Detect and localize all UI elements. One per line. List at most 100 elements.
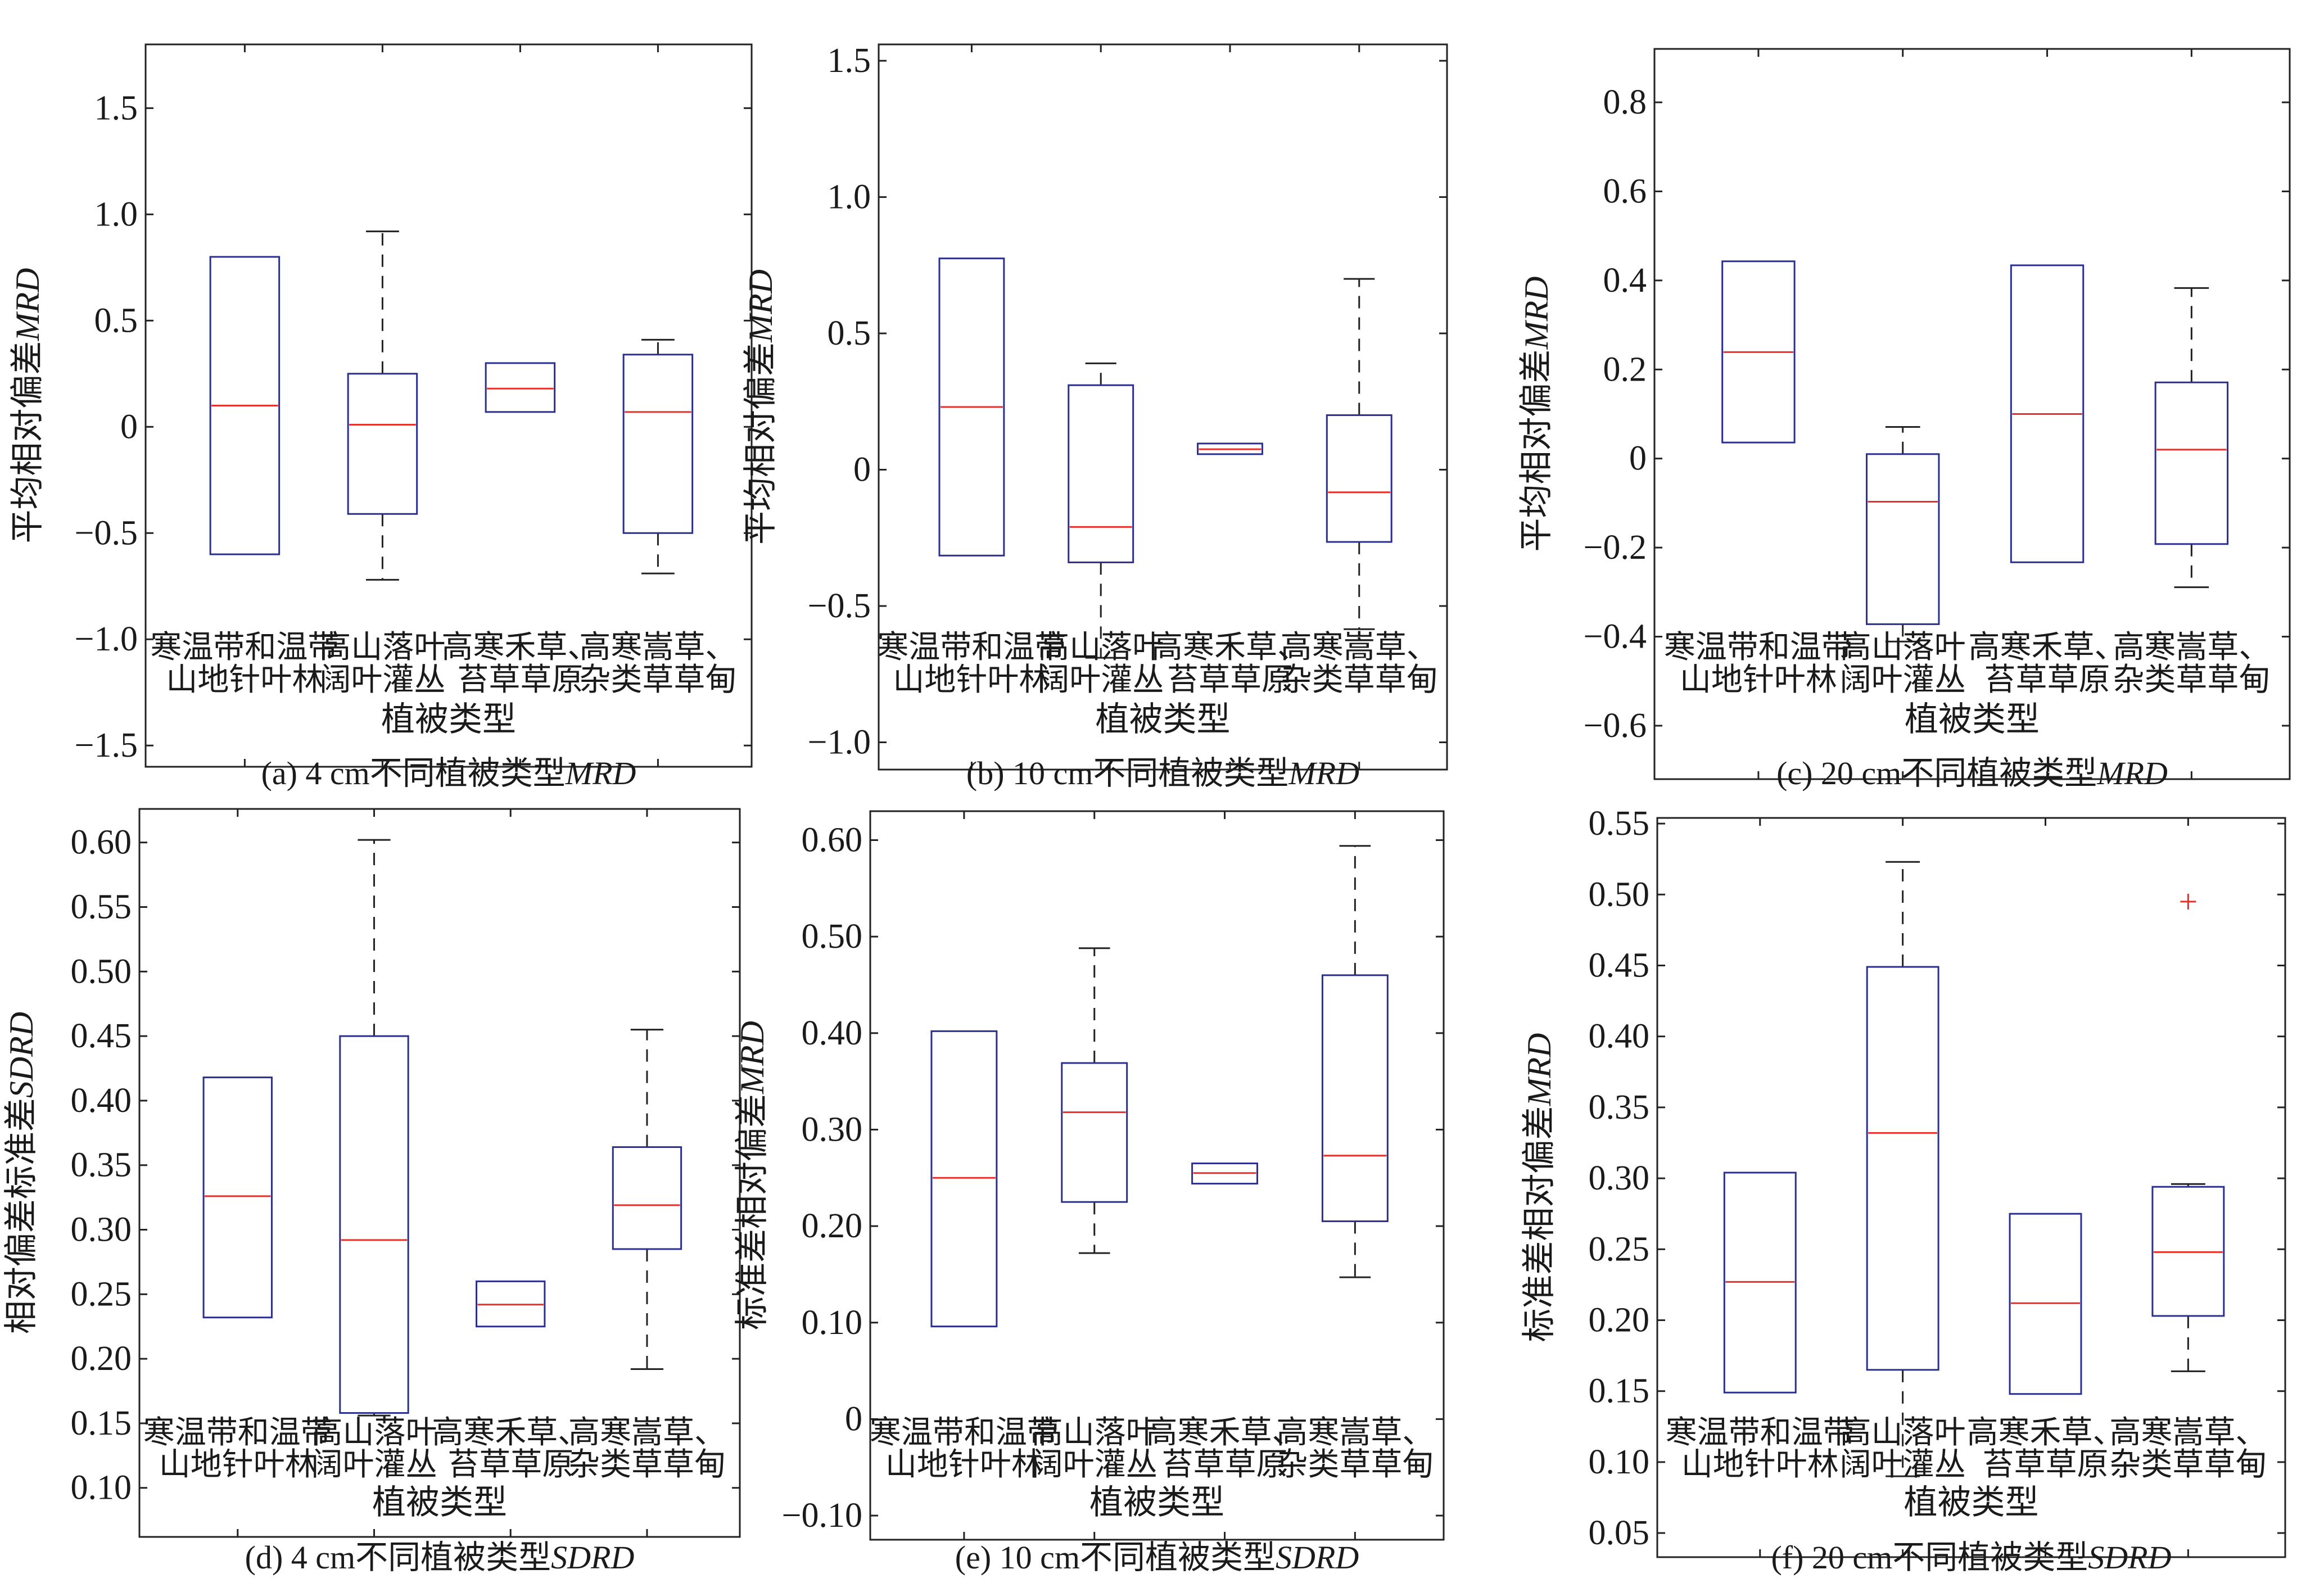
y-axis-label-italic: MRD xyxy=(9,268,46,342)
y-tick-label: −0.4 xyxy=(1584,618,1647,656)
y-axis-label-text: 平均相对偏差 xyxy=(9,341,46,543)
axes-frame xyxy=(1656,817,2286,1558)
x-axis-label: 植被类型 xyxy=(381,701,516,738)
x-category-label: 山地针叶林 xyxy=(159,1448,317,1482)
y-tick-label: 0.15 xyxy=(71,1404,132,1442)
x-category-label: 阔叶灌丛 xyxy=(1840,1448,1966,1482)
y-axis-label-text: 平均相对偏差 xyxy=(1518,349,1555,551)
panel-caption-text: (e) 10 cm不同植被类型 xyxy=(955,1539,1276,1576)
iqr-box xyxy=(1061,1062,1128,1203)
y-axis-label-italic: MRD xyxy=(742,269,779,343)
panel-caption: (b) 10 cm不同植被类型MRD xyxy=(966,755,1359,792)
panel-a: −1.5−1.0−0.500.51.01.5平均相对偏差MRD寒温带和温带山地针… xyxy=(9,43,753,792)
y-axis-label: 相对偏差标准差SDRD xyxy=(3,1012,40,1334)
y-tick-label: 0 xyxy=(120,408,138,446)
y-tick-label: −0.2 xyxy=(1584,528,1647,567)
y-axis-label: 平均相对偏差MRD xyxy=(1518,277,1555,552)
box-4: 高寒嵩草、杂类草草甸 xyxy=(579,44,736,767)
x-category-label: 杂类草草甸 xyxy=(2109,1448,2267,1482)
y-tick-label: 0.2 xyxy=(1603,350,1647,388)
x-category-label: 高山落叶 xyxy=(311,1415,437,1450)
x-category-label: 高寒禾草、 xyxy=(1146,1415,1304,1450)
x-category-label: 苔草草原 xyxy=(1983,1448,2109,1482)
x-category-label: 寒温带和温带 xyxy=(1664,630,1853,665)
y-tick-label: 1.5 xyxy=(94,89,138,127)
panel-e: −0.10 0 0.10 0.20 0.30 0.40 0.50 0.60 标准差相对偏差MRD… xyxy=(734,810,1445,1576)
x-category-label: 高山落叶 xyxy=(1840,1415,1966,1450)
y-axis-label-italic: SDRD xyxy=(3,1012,40,1098)
y-tick-label: 0.10 xyxy=(1589,1443,1650,1481)
y-axis-label-italic: MRD xyxy=(734,1021,771,1094)
x-category-label: 山地针叶林 xyxy=(166,663,323,698)
x-category-label: 阔叶灌丛 xyxy=(1840,663,1966,698)
y-tick-label: 0.35 xyxy=(1589,1088,1650,1127)
box-4: 高寒嵩草、杂类草草甸 xyxy=(568,809,726,1537)
y-tick-label: 0.20 xyxy=(802,1207,863,1245)
x-category-label: 苔草草原 xyxy=(457,663,583,698)
box-4: 高寒嵩草、杂类草草甸 xyxy=(2109,818,2267,1557)
x-category-label: 杂类草草甸 xyxy=(1276,1448,1434,1482)
x-category-label: 高寒嵩草、 xyxy=(1281,630,1438,665)
y-tick-label: 1.0 xyxy=(94,195,138,233)
iqr-box xyxy=(485,362,556,413)
panel-caption-italic: MRD xyxy=(2096,755,2168,792)
box-3: 高寒禾草、苔草草原 xyxy=(432,809,589,1537)
y-tick-label: −0.6 xyxy=(1584,707,1647,745)
y-axis-label-text: 标准差相对偏差 xyxy=(734,1094,771,1330)
y-tick-label: 0.8 xyxy=(1603,83,1647,121)
x-category-label: 杂类草草甸 xyxy=(1281,663,1438,698)
y-tick-label: 0.50 xyxy=(71,952,132,990)
y-axis-label-italic: MRD xyxy=(1521,1033,1558,1107)
panel-caption-text: (f) 20 cm不同植被类型 xyxy=(1771,1539,2088,1576)
y-tick-label: 0.60 xyxy=(802,821,863,859)
x-category-label: 高寒禾草、 xyxy=(1151,630,1309,665)
x-category-label: 寒温带和温带 xyxy=(150,630,339,665)
axes-frame xyxy=(878,43,1448,771)
x-axis-label: 植被类型 xyxy=(1096,701,1231,738)
x-category-label: 高寒禾草、 xyxy=(1969,630,2126,665)
y-tick-label: 0.4 xyxy=(1603,261,1647,300)
x-category-label: 杂类草草甸 xyxy=(579,663,736,698)
y-axis-label: 平均相对偏差MRD xyxy=(9,268,46,544)
y-tick-label: 0.35 xyxy=(71,1146,132,1184)
x-category-label: 寒温带和温带 xyxy=(877,630,1066,665)
x-category-label: 高山落叶 xyxy=(1038,630,1164,665)
y-tick-label: 0.40 xyxy=(1589,1017,1650,1056)
y-tick-label: −1.5 xyxy=(75,726,138,765)
y-tick-label: 0.50 xyxy=(802,917,863,956)
y-tick-label: 0.5 xyxy=(828,314,871,352)
x-category-label: 杂类草草甸 xyxy=(2113,663,2270,698)
y-tick-label: 0.6 xyxy=(1603,172,1647,210)
y-axis-label-text: 相对偏差标准差 xyxy=(3,1098,40,1334)
box-4: 高寒嵩草、杂类草草甸 xyxy=(2113,49,2270,779)
box-3: 高寒禾草、苔草草原 xyxy=(441,44,599,767)
y-tick-label: 0.05 xyxy=(1589,1514,1650,1552)
box-4: 高寒嵩草、杂类草草甸 xyxy=(1276,811,1434,1540)
y-axis-label: 平均相对偏差MRD xyxy=(742,269,779,545)
x-axis-label: 植被类型 xyxy=(372,1484,507,1521)
y-tick-label: −1.0 xyxy=(75,620,138,658)
y-tick-label: −0.5 xyxy=(808,587,871,625)
iqr-box xyxy=(622,354,694,534)
panel-caption-text: (d) 4 cm不同植被类型 xyxy=(245,1539,551,1576)
y-tick-label: 0.30 xyxy=(1589,1159,1650,1197)
x-category-label: 高寒嵩草、 xyxy=(1276,1415,1434,1450)
panel-caption: (c) 20 cm不同植被类型MRD xyxy=(1776,755,2168,792)
y-tick-label: 0.25 xyxy=(71,1275,132,1313)
iqr-box xyxy=(1866,453,1940,625)
box-3: 高寒禾草、苔草草原 xyxy=(1969,49,2126,779)
iqr-box xyxy=(930,1030,998,1328)
y-tick-label: 0.5 xyxy=(94,301,138,340)
x-category-label: 高山落叶 xyxy=(319,630,445,665)
iqr-box xyxy=(1321,974,1389,1223)
panel-caption-italic: SDRD xyxy=(551,1539,634,1576)
axes-frame xyxy=(869,810,1445,1541)
